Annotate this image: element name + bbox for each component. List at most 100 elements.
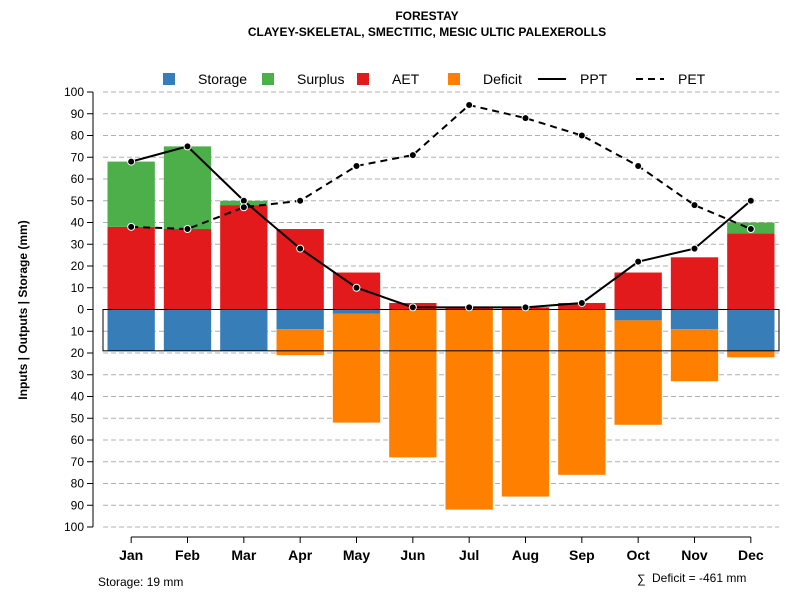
bar-storage: [727, 309, 775, 351]
ppt-point: [296, 244, 305, 253]
y-tick-label: 50: [71, 411, 85, 425]
y-tick-label: 30: [71, 368, 85, 382]
bar-aet: [614, 272, 662, 310]
pet-point: [296, 196, 305, 205]
bar-surplus: [107, 161, 155, 227]
bar-deficit: [614, 320, 662, 425]
bar-surplus: [163, 146, 212, 230]
bar-storage: [220, 309, 268, 351]
bar-deficit: [558, 309, 606, 475]
y-tick-label: 60: [71, 433, 85, 447]
ppt-point: [239, 196, 248, 205]
chart-title: FORESTAY: [395, 9, 458, 23]
y-tick-label: 80: [71, 477, 85, 491]
ppt-point: [465, 303, 474, 312]
ppt-point: [577, 298, 586, 307]
ppt-point: [634, 257, 643, 266]
bar-storage: [332, 309, 381, 314]
bar-deficit: [445, 309, 493, 510]
axes: 1009080706050403020100102030405060708090…: [64, 85, 764, 563]
y-tick-label: 100: [64, 520, 84, 534]
ppt-point: [521, 303, 530, 312]
bar-storage: [670, 309, 719, 330]
x-tick-label: Jun: [400, 547, 425, 563]
pet-point: [408, 151, 417, 160]
bar-aet: [220, 205, 268, 310]
y-tick-label: 70: [71, 455, 85, 469]
ppt-point: [690, 244, 699, 253]
ppt-point: [746, 196, 755, 205]
x-tick-label: Aug: [512, 547, 539, 563]
bar-deficit: [670, 329, 719, 382]
y-tick-label: 20: [71, 259, 85, 273]
pet-point: [127, 222, 136, 231]
line-series: [127, 101, 755, 312]
pet-point: [577, 131, 586, 140]
legend-swatch: [163, 73, 175, 85]
pet-point: [239, 203, 248, 212]
y-tick-label: 70: [71, 150, 85, 164]
x-tick-label: Apr: [288, 547, 313, 563]
y-tick-label: 30: [71, 237, 85, 251]
x-tick-label: Dec: [738, 547, 764, 563]
x-tick-label: Jan: [119, 547, 143, 563]
bar-marks: [102, 146, 780, 510]
x-tick-label: Feb: [175, 547, 200, 563]
ppt-point: [127, 157, 136, 166]
pet-point: [465, 101, 474, 110]
y-tick-label: 40: [71, 390, 85, 404]
y-tick-label: 80: [71, 129, 85, 143]
ppt-point: [352, 283, 361, 292]
deficit-annotation: Deficit = -461 mm: [652, 571, 746, 585]
chart-legend: Storage Surplus AET Deficit PPT PET: [163, 71, 706, 87]
bar-aet: [670, 257, 719, 310]
chart-subtitle: CLAYEY-SKELETAL, SMECTITIC, MESIC ULTIC …: [248, 25, 606, 39]
legend-swatch: [262, 73, 274, 85]
y-axis-label: Inputs | Outputs | Storage (mm): [16, 220, 30, 399]
bar-aet: [163, 229, 212, 310]
y-tick-label: 0: [77, 303, 84, 317]
pet-point: [352, 161, 361, 170]
legend-label: Deficit: [483, 71, 522, 87]
bar-deficit: [727, 350, 775, 358]
legend-swatch: [448, 73, 460, 85]
bar-storage: [163, 309, 212, 351]
y-tick-label: 20: [71, 346, 85, 360]
bar-storage: [107, 309, 155, 351]
y-tick-label: 10: [71, 324, 85, 338]
x-tick-label: Mar: [231, 547, 256, 563]
deficit-sum-symbol: ∑: [637, 572, 646, 586]
ppt-line: [130, 145, 752, 309]
y-tick-label: 90: [71, 107, 85, 121]
x-tick-label: May: [343, 547, 370, 563]
y-tick-label: 60: [71, 172, 85, 186]
y-tick-label: 10: [71, 281, 85, 295]
pet-line: [131, 103, 752, 231]
bar-storage: [614, 309, 662, 321]
ppt-point: [183, 142, 192, 151]
pet-point: [746, 225, 755, 234]
bar-deficit: [501, 309, 550, 497]
y-tick-label: 100: [64, 85, 84, 99]
bar-aet: [107, 226, 155, 310]
pet-point: [521, 114, 530, 123]
y-tick-label: 40: [71, 216, 85, 230]
x-tick-label: Jul: [459, 547, 479, 563]
legend-label: PET: [678, 71, 706, 87]
x-tick-label: Sep: [569, 547, 595, 563]
bar-aet: [727, 233, 775, 310]
legend-label: AET: [392, 71, 420, 87]
bar-aet: [276, 229, 324, 310]
x-tick-label: Nov: [681, 547, 708, 563]
legend-label: Surplus: [297, 71, 344, 87]
y-tick-label: 50: [71, 194, 85, 208]
y-tick-label: 90: [71, 498, 85, 512]
storage-capacity-box: [102, 309, 780, 352]
storage-annotation: Storage: 19 mm: [98, 575, 183, 589]
legend-label: Storage: [198, 71, 247, 87]
bar-deficit: [389, 309, 437, 458]
legend-label: PPT: [580, 71, 608, 87]
pet-point: [183, 225, 192, 234]
x-tick-label: Oct: [626, 547, 650, 563]
